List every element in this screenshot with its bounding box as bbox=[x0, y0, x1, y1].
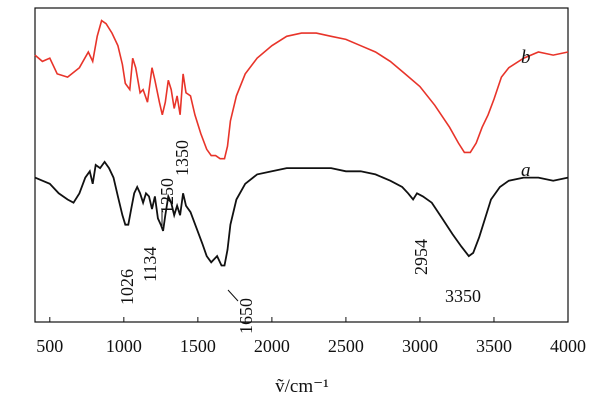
x-tick-label-500: 500 bbox=[36, 336, 63, 356]
plot-frame bbox=[34, 7, 569, 323]
annotation-1250: 1250 bbox=[157, 178, 177, 214]
x-tick-label-3000: 3000 bbox=[402, 336, 438, 356]
x-tick-label-2500: 2500 bbox=[328, 336, 364, 356]
x-axis-title: ṽ/cm⁻¹ bbox=[275, 376, 329, 397]
series-line-a bbox=[34, 160, 569, 267]
x-tick-label-2000: 2000 bbox=[254, 336, 290, 356]
series-label-b: b bbox=[521, 47, 531, 68]
x-tick-label-1000: 1000 bbox=[106, 336, 142, 356]
annotation-1134: 1134 bbox=[140, 247, 160, 282]
annotation-3350: 3350 bbox=[445, 286, 481, 306]
x-tick-label-4000: 4000 bbox=[550, 336, 586, 356]
series-line-b bbox=[34, 19, 569, 160]
x-tick-label-1500: 1500 bbox=[180, 336, 216, 356]
annotation-2954: 2954 bbox=[411, 239, 431, 275]
annotation-1026: 1026 bbox=[117, 269, 137, 305]
annotation-1350: 1350 bbox=[172, 140, 192, 176]
series-label-a: a bbox=[521, 160, 531, 181]
series-layer bbox=[34, 19, 569, 267]
x-axis-ticks: 500 1000 1500 2000 2500 3000 3500 4000 bbox=[36, 317, 586, 356]
annotation-leader-1650 bbox=[227, 289, 239, 302]
x-tick-label-3500: 3500 bbox=[476, 336, 512, 356]
annotation-1650: 1650 bbox=[236, 298, 256, 334]
